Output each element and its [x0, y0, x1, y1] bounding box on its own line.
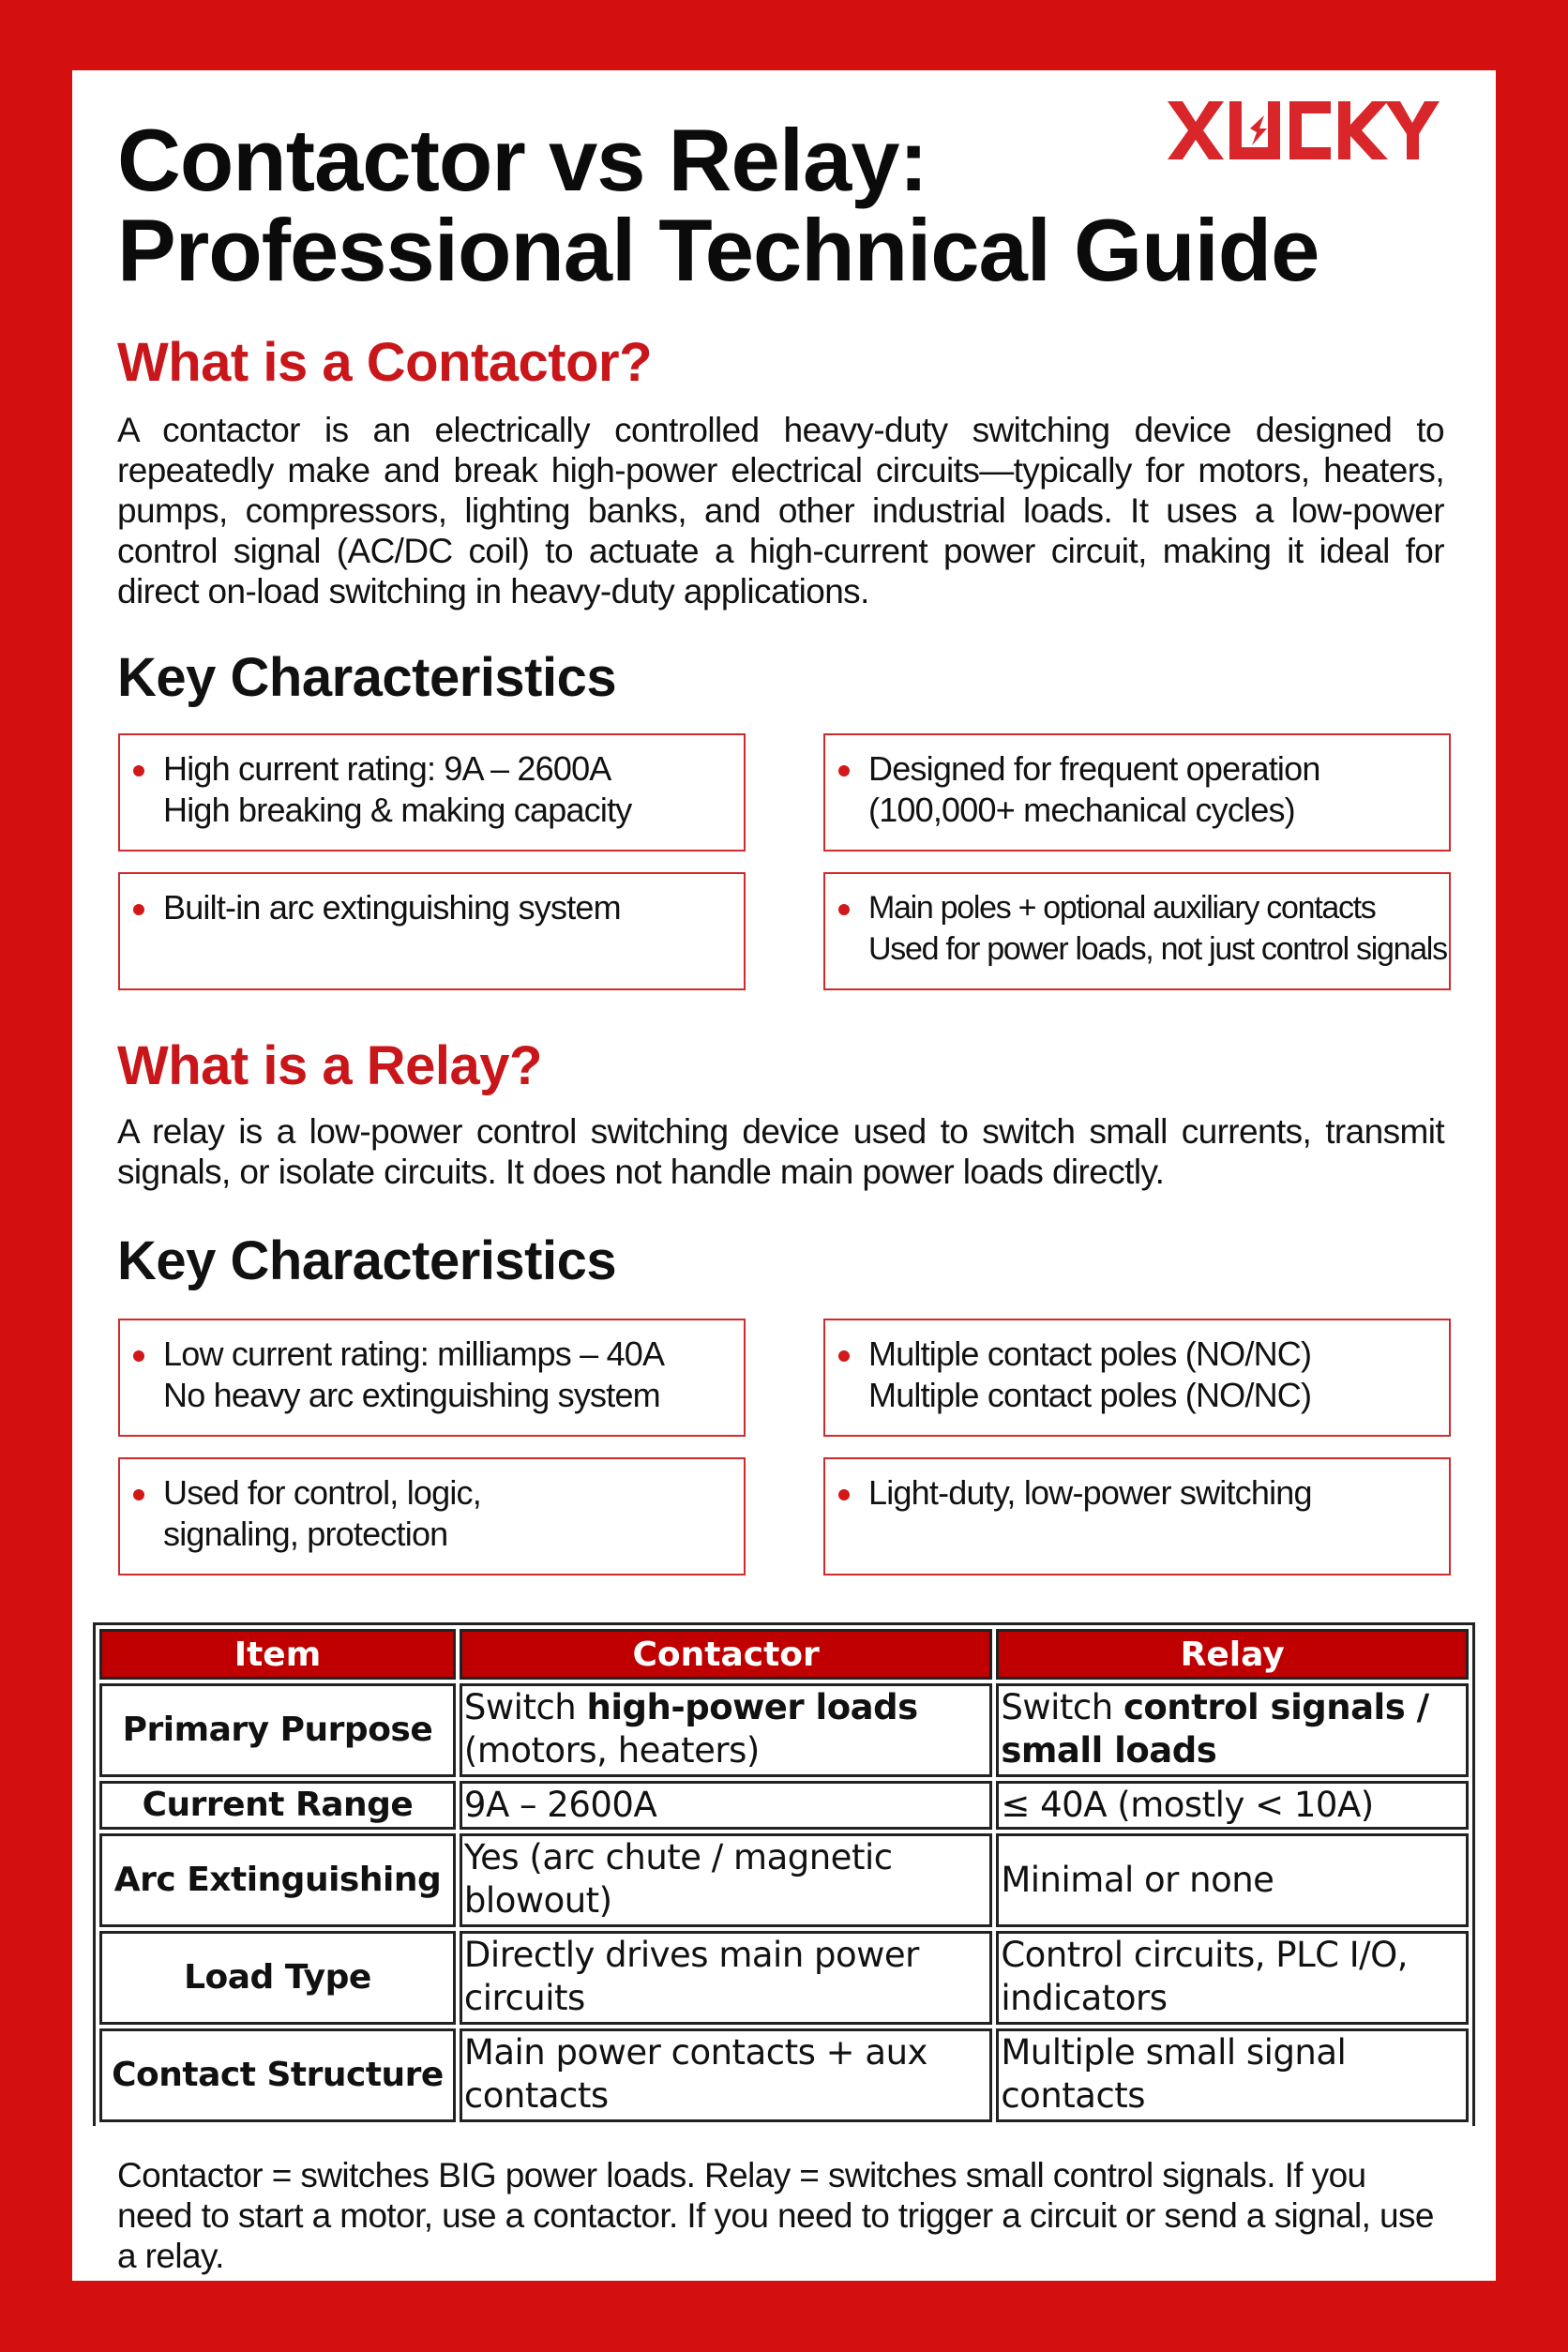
row-label: Contact Structure — [99, 2028, 456, 2122]
header-item: Item — [99, 1629, 456, 1680]
table-row: Load Type Directly drives main power cir… — [99, 1931, 1469, 2025]
card-line: Multiple contact poles (NO/NC) — [868, 1334, 1312, 1373]
contactor-card: Built-in arc extinguishing system — [118, 872, 746, 990]
contactor-cell: Yes (arc chute / magnetic blowout) — [459, 1833, 993, 1927]
card-line: signaling, protection — [163, 1515, 448, 1553]
relay-cell: Switch control signals / small loads — [996, 1683, 1469, 1777]
table-row: Current Range 9A – 2600A ≤ 40A (mostly <… — [99, 1781, 1469, 1830]
guide-card: Contactor vs Relay: Professional Technic… — [72, 70, 1496, 2281]
bullet-icon — [838, 1350, 850, 1362]
contactor-description: A contactor is an electrically controlle… — [117, 411, 1445, 611]
page-title: Contactor vs Relay: Professional Technic… — [117, 115, 1319, 295]
relay-card: Multiple contact poles (NO/NC) Multiple c… — [823, 1319, 1451, 1437]
card-line: High current rating: 9A – 2600A — [163, 749, 611, 788]
card-line: No heavy arc extinguishing system — [163, 1376, 661, 1414]
row-label: Load Type — [99, 1931, 456, 2025]
title-line-2: Professional Technical Guide — [117, 201, 1319, 299]
card-line: Main poles + optional auxiliary contacts — [868, 890, 1377, 926]
bullet-icon — [838, 765, 850, 776]
cell-text: (motors, heaters) — [463, 1730, 760, 1771]
xucky-logo — [1168, 101, 1440, 159]
contactor-heading: What is a Contactor? — [117, 332, 653, 393]
bullet-icon — [133, 765, 144, 776]
table-row: Arc Extinguishing Yes (arc chute / magne… — [99, 1833, 1469, 1927]
bullet-icon — [133, 1350, 144, 1362]
card-line: Light-duty, low-power switching — [868, 1473, 1313, 1512]
bullet-icon — [133, 904, 144, 915]
card-line: Low current rating: milliamps – 40A — [163, 1334, 665, 1373]
cell-bold: control signals / small loads — [1001, 1687, 1429, 1771]
card-line: Multiple contact poles (NO/NC) — [868, 1376, 1312, 1414]
table-row: Contact Structure Main power contacts + … — [99, 2028, 1469, 2122]
contactor-card: Designed for frequent operation (100,000+… — [823, 733, 1451, 852]
relay-description: A relay is a low-power control switching… — [117, 1112, 1445, 1191]
card-line: Designed for frequent operation — [868, 749, 1320, 788]
contactor-card: High current rating: 9A – 2600A High brea… — [118, 733, 746, 852]
row-label: Arc Extinguishing — [99, 1833, 456, 1927]
contactor-card: Main poles + optional auxiliary contacts… — [823, 872, 1451, 990]
contactor-cell: 9A – 2600A — [459, 1781, 993, 1830]
cell-text: Switch — [463, 1687, 587, 1727]
cell-text: Switch — [1001, 1687, 1123, 1727]
relay-card: Light-duty, low-power switching — [823, 1457, 1451, 1576]
relay-cell: ≤ 40A (mostly < 10A) — [996, 1781, 1469, 1830]
table-header-row: Item Contactor Relay — [99, 1629, 1469, 1680]
card-line: (100,000+ mechanical cycles) — [868, 791, 1296, 829]
contactor-cell: Switch high-power loads (motors, heaters… — [459, 1683, 993, 1777]
relay-cell: Multiple small signal contacts — [996, 2028, 1469, 2122]
relay-key-heading: Key Characteristics — [117, 1230, 617, 1291]
relay-heading: What is a Relay? — [117, 1035, 542, 1096]
relay-card: Used for control, logic, signaling, prote… — [118, 1457, 746, 1576]
header-contactor: Contactor — [459, 1629, 993, 1680]
card-line: Built-in arc extinguishing system — [163, 888, 622, 927]
relay-card: Low current rating: milliamps – 40A No he… — [118, 1319, 746, 1437]
title-line-1: Contactor vs Relay: — [117, 111, 928, 209]
contactor-key-heading: Key Characteristics — [117, 647, 617, 708]
relay-cell: Minimal or none — [996, 1833, 1469, 1927]
card-line: High breaking & making capacity — [163, 791, 632, 829]
comparison-table: Item Contactor Relay Primary Purpose Swi… — [93, 1622, 1475, 2126]
summary-footer: Contactor = switches BIG power loads. Re… — [117, 2156, 1434, 2275]
contactor-cell: Directly drives main power circuits — [459, 1931, 993, 2025]
card-line: Used for control, logic, — [163, 1473, 482, 1512]
card-line: Used for power loads, not just control s… — [868, 931, 1448, 967]
row-label: Current Range — [99, 1781, 456, 1830]
contactor-cell: Main power contacts + aux contacts — [459, 2028, 993, 2122]
header-relay: Relay — [996, 1629, 1469, 1680]
bullet-icon — [133, 1489, 144, 1500]
table-row: Primary Purpose Switch high-power loads … — [99, 1683, 1469, 1777]
bullet-icon — [838, 904, 850, 915]
relay-cell: Control circuits, PLC I/O, indicators — [996, 1931, 1469, 2025]
cell-bold: high-power loads — [586, 1687, 919, 1727]
bullet-icon — [838, 1489, 850, 1500]
row-label: Primary Purpose — [99, 1683, 456, 1777]
